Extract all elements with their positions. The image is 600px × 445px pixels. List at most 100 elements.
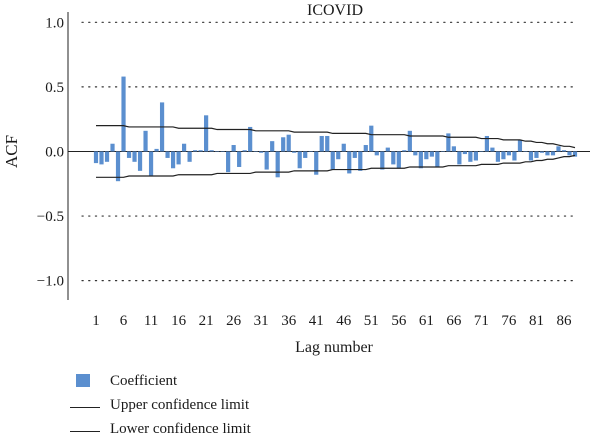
legend-item-upper: Upper confidence limit (70, 396, 370, 420)
acf-bar (248, 126, 253, 152)
x-tick-label: 56 (391, 313, 407, 329)
acf-bar (137, 151, 143, 171)
acf-bar (462, 151, 467, 155)
acf-bar (473, 151, 478, 161)
acf-bar (99, 151, 104, 165)
acf-bar (512, 151, 517, 161)
acf-bar (115, 151, 121, 182)
x-axis-label: Lag number (295, 339, 373, 356)
acf-bar (132, 151, 137, 162)
acf-bar (341, 143, 346, 152)
x-tick-label: 41 (309, 313, 324, 329)
acf-bar (451, 146, 456, 152)
y-tick-label: −0.5 (37, 209, 64, 225)
acf-bar (325, 135, 330, 152)
acf-bar (303, 151, 308, 158)
acf-bar (297, 151, 302, 169)
legend-item-lower: Lower confidence limit (70, 420, 370, 444)
acf-bar (204, 115, 209, 152)
acf-bar (143, 130, 148, 152)
acf-bar (198, 150, 203, 152)
acf-bar (259, 151, 264, 153)
acf-bar (534, 151, 539, 158)
coefficient-swatch (76, 374, 90, 387)
x-tick-label: 81 (529, 313, 544, 329)
acf-bar (281, 137, 286, 152)
acf-bar (170, 151, 176, 169)
legend-label-lower: Lower confidence limit (110, 421, 251, 437)
acf-bar (479, 151, 484, 152)
x-tick-label: 11 (144, 313, 158, 329)
x-tick-label: 51 (364, 313, 379, 329)
upper-confidence-line (96, 125, 576, 149)
legend: Coefficient Upper confidence limit Lower… (70, 372, 370, 444)
acf-bar (572, 151, 578, 157)
acf-bar (292, 151, 297, 153)
acf-bar (187, 151, 192, 162)
acf-bar (176, 151, 181, 165)
acf-bar (270, 141, 275, 152)
acf-bar (391, 151, 396, 165)
x-tick-label: 16 (171, 313, 187, 329)
acf-bar (545, 151, 550, 156)
acf-bar (126, 151, 132, 158)
acf-bar (550, 151, 556, 156)
acf-bar (286, 134, 291, 152)
acf-bar (352, 151, 357, 158)
x-tick-label: 36 (281, 313, 297, 329)
acf-bar (495, 151, 501, 162)
chart-title: ICOVID (307, 2, 363, 19)
acf-bar (165, 151, 170, 158)
acf-bar (154, 148, 159, 152)
acf-bar (181, 143, 187, 152)
acf-bar (484, 135, 490, 152)
acf-bar (457, 151, 462, 165)
acf-bar (336, 151, 341, 160)
acf-bar (385, 147, 390, 152)
lower-limit-line-sample (70, 431, 100, 432)
acf-bar (418, 151, 423, 169)
acf-bar (347, 151, 352, 174)
x-tick-label: 26 (226, 313, 242, 329)
acf-bar (567, 151, 572, 156)
acf-bar (374, 151, 379, 156)
axes-layer (67, 12, 590, 300)
acf-bar (226, 151, 231, 173)
bar-layer (93, 76, 578, 182)
acf-bar (402, 150, 407, 152)
acf-bar (429, 151, 434, 157)
acf-bar (556, 146, 561, 152)
x-tick-label: 76 (501, 313, 517, 329)
acf-bar (193, 150, 198, 152)
y-tick-label: −1.0 (37, 274, 64, 290)
x-tick-label: 6 (120, 313, 128, 329)
legend-label-upper: Upper confidence limit (110, 397, 250, 413)
y-tick-label: 1.0 (45, 15, 64, 31)
acf-bar (237, 151, 242, 167)
acf-bar (253, 151, 258, 152)
acf-bar (440, 151, 445, 152)
x-tick-label: 61 (419, 313, 434, 329)
acf-bar (358, 151, 363, 171)
acf-bar (468, 151, 473, 162)
x-tick-label: 71 (474, 313, 489, 329)
x-tick-label: 46 (336, 313, 352, 329)
acf-bar (231, 145, 236, 152)
acf-bar (220, 151, 225, 152)
acf-bar (380, 151, 385, 170)
acf-bar (209, 150, 214, 152)
x-tick-label: 1 (92, 313, 100, 329)
acf-bar (93, 151, 99, 164)
acf-bar (314, 151, 319, 175)
acf-bar (330, 151, 335, 170)
acf-bar (275, 151, 280, 178)
y-tick-label: 0.0 (45, 144, 64, 160)
acf-bar (561, 150, 567, 152)
acf-bar (396, 151, 401, 169)
acf-bar (242, 150, 247, 152)
x-tick-label: 31 (254, 313, 269, 329)
acf-bar (407, 130, 412, 152)
acf-bar (413, 151, 418, 156)
acf-bar (369, 125, 374, 152)
